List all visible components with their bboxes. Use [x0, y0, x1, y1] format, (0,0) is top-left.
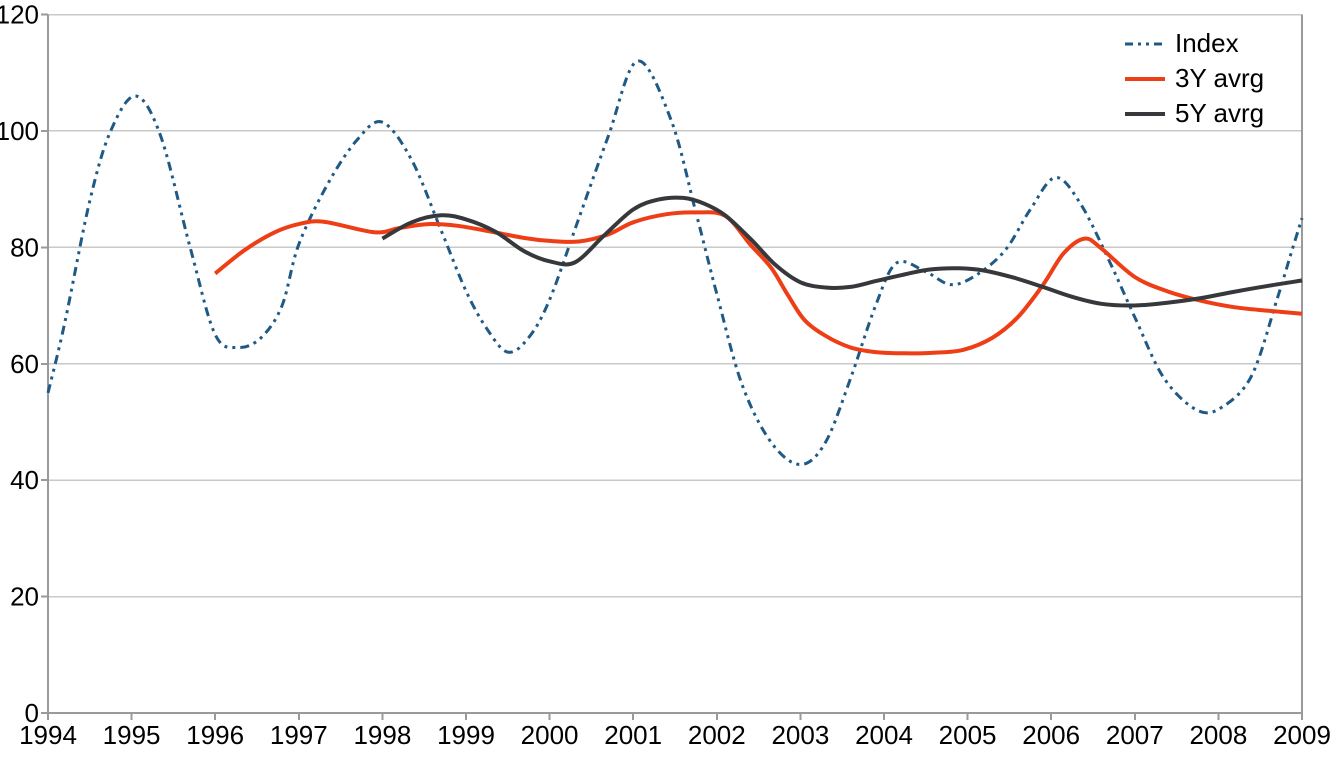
- 3y-avrg-line-swatch-icon: [1125, 76, 1165, 81]
- x-axis-label: 1999: [437, 720, 495, 750]
- legend-item-index: Index: [1124, 26, 1264, 61]
- x-axis-label: 2005: [939, 720, 997, 750]
- 5y-avrg-line-swatch-icon: [1125, 111, 1165, 116]
- x-axis-label: 1997: [270, 720, 328, 750]
- avg5y-series-line: [381, 195, 1303, 308]
- y-axis-label: 20: [10, 582, 39, 612]
- legend-label-5y-avrg: 5Y avrg: [1175, 98, 1265, 128]
- legend: Index 3Y avrg 5Y avrg: [1124, 26, 1264, 131]
- y-axis-label: 0: [25, 698, 39, 728]
- legend-item-3y-avrg: 3Y avrg: [1124, 61, 1264, 96]
- legend-label-index: Index: [1175, 28, 1239, 58]
- x-axis-label: 2002: [688, 720, 746, 750]
- x-axis-label: 1995: [103, 720, 161, 750]
- legend-label-3y-avrg: 3Y avrg: [1175, 63, 1265, 93]
- index-series-line: [46, 59, 1304, 466]
- x-axis-label: 2007: [1106, 720, 1164, 750]
- x-axis-label: 2009: [1273, 720, 1331, 750]
- y-axis-label: 120: [0, 0, 39, 30]
- x-axis-label: 1998: [353, 720, 411, 750]
- y-axis-label: 40: [10, 465, 39, 495]
- avg3y-series-line: [213, 210, 1303, 356]
- index-line-swatch-icon: [1125, 42, 1165, 45]
- y-axis-label: 100: [0, 116, 39, 146]
- x-axis-label: 2008: [1189, 720, 1247, 750]
- x-axis-label: 1994: [19, 720, 77, 750]
- legend-item-5y-avrg: 5Y avrg: [1124, 96, 1264, 131]
- y-axis-label: 80: [10, 232, 39, 262]
- x-axis-label: 2000: [521, 720, 579, 750]
- y-axis-label: 60: [10, 349, 39, 379]
- x-axis-label: 2001: [604, 720, 662, 750]
- x-axis-label: 2003: [771, 720, 829, 750]
- x-axis-label: 1996: [186, 720, 244, 750]
- x-axis-label: 2006: [1022, 720, 1080, 750]
- x-axis-label: 2004: [855, 720, 913, 750]
